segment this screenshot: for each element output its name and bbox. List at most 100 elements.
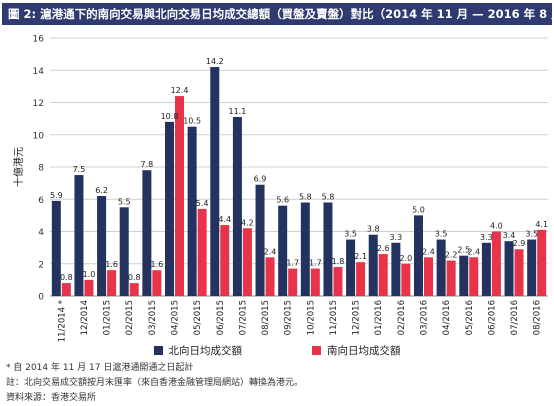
x-tick-label: 04/2016 bbox=[442, 300, 452, 335]
data-label-south: 2.4 bbox=[467, 247, 480, 256]
data-label-south: 2.6 bbox=[377, 244, 390, 253]
legend-item-north: 北向日均成交額 bbox=[153, 342, 242, 358]
data-label-south: 2.4 bbox=[264, 247, 277, 256]
y-tick-label: 0 bbox=[38, 293, 44, 303]
data-label-south: 0.8 bbox=[128, 273, 141, 282]
x-tick-label: 02/2016 bbox=[397, 300, 407, 335]
data-label-north: 10.8 bbox=[161, 112, 179, 121]
data-label-south: 0.8 bbox=[60, 273, 73, 282]
x-tick-label: 03/2016 bbox=[420, 300, 430, 335]
bar-north bbox=[436, 239, 446, 296]
data-label-north: 5.8 bbox=[299, 192, 312, 201]
footnote-exchange-rate: 註：北向交易成交額按月末匯率（來自香港金融管理局網站）轉換為港元。 bbox=[6, 378, 304, 388]
x-tick-label: 04/2015 bbox=[171, 300, 181, 335]
y-tick-label: 4 bbox=[38, 228, 44, 238]
y-tick-label: 6 bbox=[38, 196, 44, 206]
data-label-north: 5.9 bbox=[50, 191, 63, 200]
x-tick-label: 07/2015 bbox=[238, 300, 248, 335]
legend-swatch-north bbox=[153, 345, 163, 355]
data-label-north: 3.5 bbox=[344, 230, 357, 239]
data-label-north: 7.8 bbox=[140, 160, 153, 169]
bar-north bbox=[51, 200, 61, 296]
data-label-south: 4.0 bbox=[490, 222, 503, 231]
legend-swatch-south bbox=[312, 345, 321, 355]
data-label-north: 3.5 bbox=[435, 230, 448, 239]
data-label-north: 5.6 bbox=[276, 196, 289, 205]
y-tick-label: 14 bbox=[33, 67, 45, 77]
x-tick-label: 11/2015 bbox=[329, 300, 339, 335]
data-label-south: 4.4 bbox=[218, 215, 231, 224]
bar-south bbox=[537, 229, 547, 296]
bar-north bbox=[278, 205, 288, 296]
data-label-south: 1.6 bbox=[105, 260, 118, 269]
data-label-south: 1.7 bbox=[286, 259, 299, 268]
data-label-north: 10.5 bbox=[183, 117, 201, 126]
data-label-north: 14.2 bbox=[206, 57, 224, 66]
bar-north bbox=[504, 241, 514, 296]
bar-south bbox=[491, 231, 501, 296]
bar-north bbox=[481, 242, 491, 296]
bar-south bbox=[310, 268, 320, 296]
bar-south bbox=[424, 257, 433, 296]
x-tick-label: 02/2015 bbox=[125, 300, 135, 335]
bar-south bbox=[220, 225, 230, 296]
data-label-north: 3.5 bbox=[525, 230, 538, 239]
bar-north bbox=[346, 239, 356, 296]
bar-south bbox=[446, 260, 456, 296]
bar-north bbox=[527, 239, 537, 296]
bar-north bbox=[459, 255, 469, 296]
bar-south bbox=[197, 208, 207, 296]
x-tick-label: 05/2016 bbox=[465, 300, 475, 335]
footnote-start-date: * 自 2014 年 11 月 17 日滬港通開通之日起計 bbox=[6, 363, 194, 373]
x-tick-label: 09/2015 bbox=[284, 300, 294, 335]
axes: 0 2 4 6 8 10 12 14 16 十億港元 11/2014 * 12/2014 01/2015… bbox=[12, 35, 543, 343]
x-tick-label: 01/2016 bbox=[374, 300, 384, 335]
y-tick-label: 16 bbox=[33, 35, 45, 45]
data-label-south: 2.0 bbox=[399, 254, 412, 263]
bar-north bbox=[119, 207, 129, 296]
x-tick-label: 08/2016 bbox=[533, 300, 543, 335]
data-label-south: 1.6 bbox=[150, 260, 163, 269]
data-label-north: 5.8 bbox=[322, 192, 335, 201]
y-tick-label: 12 bbox=[33, 99, 44, 109]
bar-south bbox=[356, 262, 366, 296]
bar-south bbox=[129, 283, 139, 296]
data-label-north: 3.8 bbox=[367, 225, 380, 234]
data-label-north: 3.4 bbox=[503, 231, 516, 240]
x-tick-label: 11/2014 * bbox=[57, 300, 67, 342]
x-tick-label: 01/2015 bbox=[103, 300, 113, 335]
y-axis-title: 十億港元 bbox=[12, 147, 25, 187]
legend-item-south: 南向日均成交額 bbox=[312, 342, 401, 358]
data-label-north: 3.3 bbox=[389, 233, 402, 242]
bar-north bbox=[368, 234, 378, 296]
chart-title: 圖 2: 滬港通下的南向交易與北向交易日均成交總額（買盤及賣盤）對比（2014 … bbox=[2, 3, 552, 25]
bar-north bbox=[97, 196, 107, 296]
data-label-south: 1.7 bbox=[309, 259, 322, 268]
data-label-north: 5.0 bbox=[412, 205, 425, 214]
data-label-south: 4.1 bbox=[535, 220, 548, 229]
x-tick-label: 12/2015 bbox=[352, 300, 362, 335]
data-label-north: 6.2 bbox=[95, 186, 108, 195]
bar-north bbox=[142, 170, 152, 296]
bar-south bbox=[401, 263, 411, 296]
data-label-south: 1.0 bbox=[83, 270, 96, 279]
bar-south bbox=[175, 96, 184, 296]
x-tick-label: 08/2015 bbox=[261, 300, 271, 335]
data-label-south: 2.4 bbox=[422, 247, 435, 256]
bar-north bbox=[323, 202, 333, 296]
x-tick-label: 05/2015 bbox=[193, 300, 203, 335]
data-label-north: 2.5 bbox=[457, 246, 470, 255]
data-label-south: 2.2 bbox=[445, 251, 458, 260]
x-tick-label: 12/2014 bbox=[80, 300, 90, 335]
data-label-north: 5.5 bbox=[118, 197, 131, 206]
bar-south bbox=[61, 283, 71, 296]
y-tick-label: 2 bbox=[38, 260, 44, 270]
data-label-south: 4.2 bbox=[241, 218, 254, 227]
bar-north bbox=[165, 121, 174, 296]
bar-north bbox=[391, 242, 401, 296]
bar-south bbox=[242, 228, 252, 296]
data-label-south: 1.8 bbox=[332, 257, 345, 266]
bar-north bbox=[414, 215, 423, 296]
bar-south bbox=[84, 279, 94, 296]
bar-north bbox=[210, 67, 220, 297]
